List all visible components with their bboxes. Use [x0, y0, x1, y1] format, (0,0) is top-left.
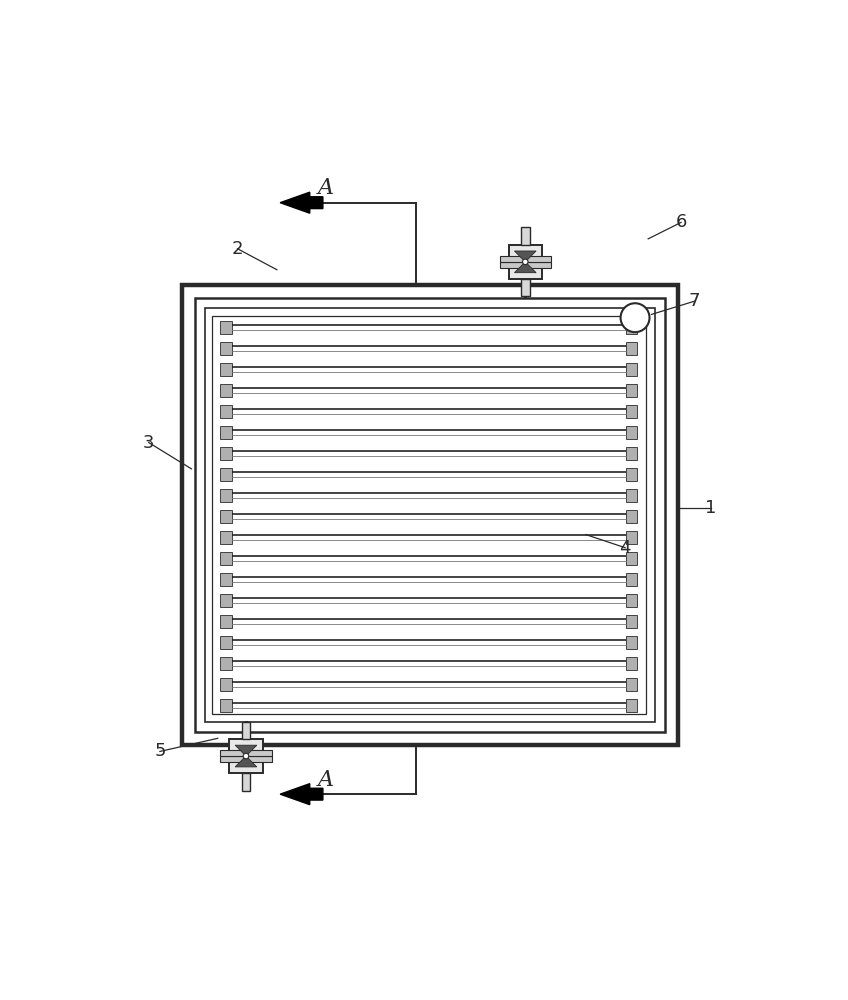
Bar [220, 531, 232, 544]
Bar [626, 321, 637, 334]
Text: 4: 4 [619, 539, 631, 557]
Bar [509, 245, 542, 279]
Bar [626, 552, 637, 565]
Bar [220, 699, 232, 712]
Bar [521, 227, 530, 245]
Bar [213, 316, 646, 714]
Polygon shape [235, 756, 257, 767]
Bar [181, 285, 678, 745]
Bar [626, 594, 637, 607]
Bar [626, 573, 637, 586]
Bar [220, 342, 232, 355]
Bar [220, 615, 232, 628]
Bar [626, 510, 637, 523]
Bar [220, 426, 232, 439]
Bar [220, 321, 232, 334]
Text: 3: 3 [143, 434, 154, 452]
Bar [220, 756, 271, 762]
Bar [499, 256, 551, 262]
Bar [220, 384, 232, 397]
Text: 6: 6 [675, 213, 687, 231]
Bar [220, 657, 232, 670]
Bar [242, 773, 250, 791]
Text: 1: 1 [705, 499, 717, 517]
Bar [626, 405, 637, 418]
Circle shape [621, 303, 650, 332]
Polygon shape [515, 251, 536, 262]
Text: 7: 7 [689, 292, 700, 310]
Circle shape [243, 753, 248, 759]
Text: 5: 5 [154, 742, 165, 760]
Bar [220, 678, 232, 691]
Bar [626, 615, 637, 628]
Text: 2: 2 [232, 240, 243, 258]
Bar [626, 531, 637, 544]
Bar [626, 447, 637, 460]
FancyArrow shape [280, 192, 323, 213]
Bar [220, 750, 271, 756]
Bar [626, 489, 637, 502]
Bar [499, 262, 551, 268]
Bar [220, 573, 232, 586]
Bar [229, 739, 263, 773]
Bar [220, 594, 232, 607]
Bar [220, 552, 232, 565]
Bar [195, 298, 665, 732]
Polygon shape [515, 262, 536, 273]
Bar [626, 657, 637, 670]
FancyArrow shape [280, 784, 323, 805]
Bar [626, 636, 637, 649]
Bar [626, 363, 637, 376]
Bar [626, 342, 637, 355]
Bar [220, 405, 232, 418]
Bar [220, 363, 232, 376]
Bar [626, 699, 637, 712]
Bar [220, 636, 232, 649]
Text: A: A [318, 177, 334, 199]
Bar [204, 308, 655, 722]
Bar [626, 468, 637, 481]
Bar [242, 722, 250, 739]
Bar [220, 468, 232, 481]
Bar [626, 426, 637, 439]
Bar [521, 279, 530, 296]
Bar [626, 678, 637, 691]
Polygon shape [235, 745, 257, 756]
Bar [220, 447, 232, 460]
Bar [626, 384, 637, 397]
Circle shape [522, 259, 528, 265]
Bar [220, 510, 232, 523]
Bar [220, 489, 232, 502]
Text: A: A [318, 769, 334, 791]
